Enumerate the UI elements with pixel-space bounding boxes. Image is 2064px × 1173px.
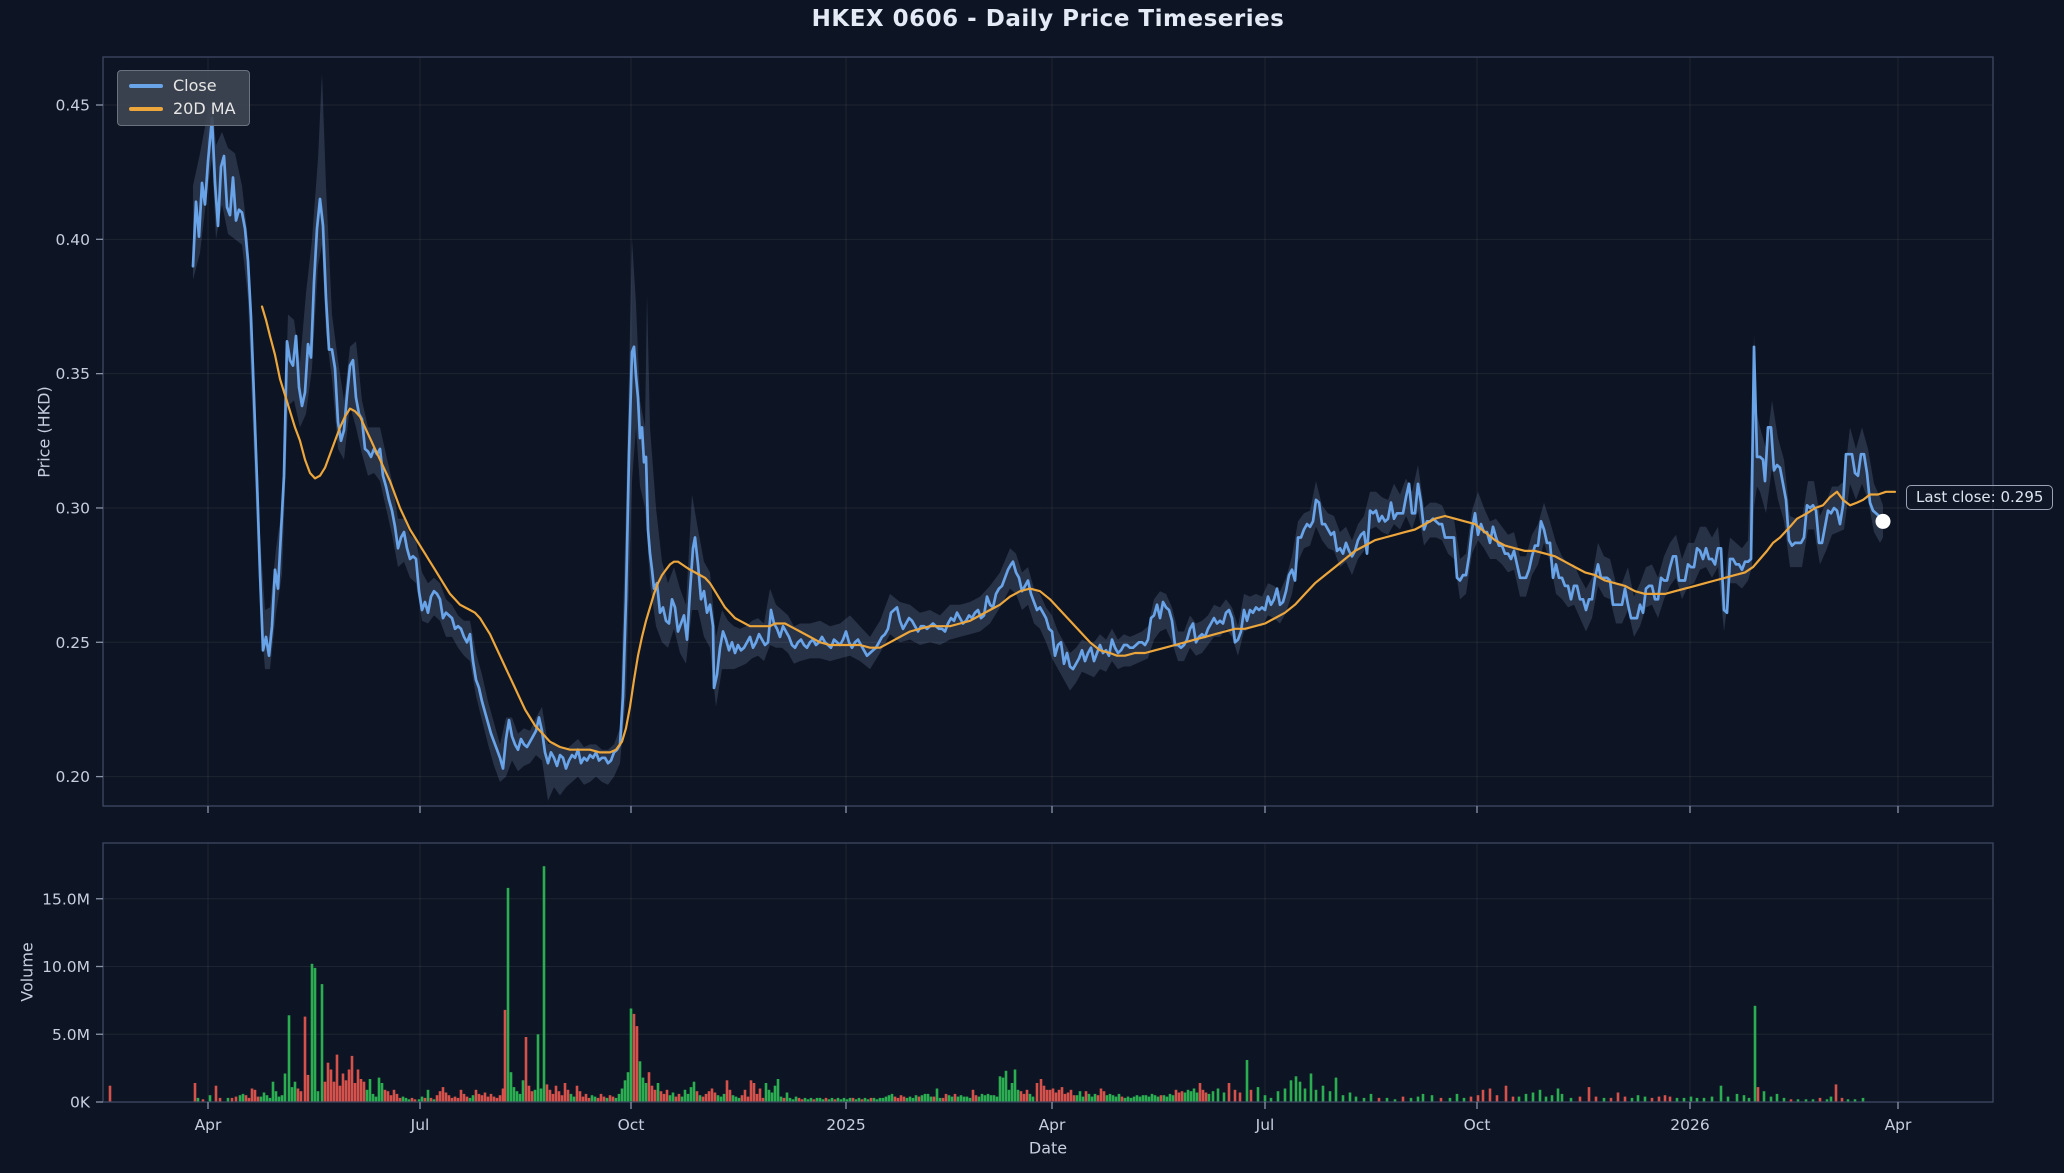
high-low-band xyxy=(193,72,1883,801)
svg-text:15.0M: 15.0M xyxy=(42,890,90,908)
svg-text:0.20: 0.20 xyxy=(55,768,90,786)
svg-text:0.30: 0.30 xyxy=(55,499,90,517)
legend-item-close: Close xyxy=(129,78,236,94)
chart-title: HKEX 0606 - Daily Price Timeseries xyxy=(811,6,1285,32)
svg-text:5.0M: 5.0M xyxy=(52,1026,90,1044)
axes-frame xyxy=(102,56,1994,807)
svg-text:Jul: Jul xyxy=(1255,1116,1275,1134)
svg-text:Apr: Apr xyxy=(195,1116,222,1134)
svg-text:Oct: Oct xyxy=(618,1116,645,1134)
volume-bars xyxy=(108,866,1865,1103)
axes-frame xyxy=(102,842,1994,1103)
gridlines xyxy=(103,57,1993,1103)
price-y-axis-label: Price (HKD) xyxy=(34,386,54,478)
svg-text:10.0M: 10.0M xyxy=(42,958,90,976)
legend-label-ma: 20D MA xyxy=(173,99,236,118)
legend-item-ma: 20D MA xyxy=(129,101,236,117)
svg-text:Oct: Oct xyxy=(1464,1116,1491,1134)
svg-text:0.45: 0.45 xyxy=(55,97,90,115)
close-line xyxy=(191,117,1885,770)
svg-text:0.25: 0.25 xyxy=(55,634,90,652)
x-axis-label: Date xyxy=(1028,1138,1068,1158)
volume-y-axis-label: Volume xyxy=(17,942,37,1002)
svg-text:0.35: 0.35 xyxy=(55,365,90,383)
svg-text:Apr: Apr xyxy=(1039,1116,1066,1134)
legend-label-close: Close xyxy=(173,76,217,95)
ma-line-swatch-icon xyxy=(129,107,163,111)
axis-ticks-and-labels: 0.45 0.40 0.35 0.30 0.25 0.20 15.0M 10.0M 5.0M 0K… xyxy=(42,97,1912,1135)
svg-text:Apr: Apr xyxy=(1885,1116,1912,1134)
last-close-annotation: Last close: 0.295 xyxy=(1906,485,2054,510)
last-close-marker xyxy=(1875,513,1891,529)
svg-text:0K: 0K xyxy=(70,1094,91,1112)
svg-text:2026: 2026 xyxy=(1670,1116,1709,1134)
svg-text:2025: 2025 xyxy=(826,1116,865,1134)
legend: Close 20D MA xyxy=(117,70,250,126)
svg-text:Jul: Jul xyxy=(410,1116,430,1134)
close-line-swatch-icon xyxy=(129,84,163,88)
svg-text:0.40: 0.40 xyxy=(55,231,90,249)
ma-line xyxy=(260,305,1897,754)
